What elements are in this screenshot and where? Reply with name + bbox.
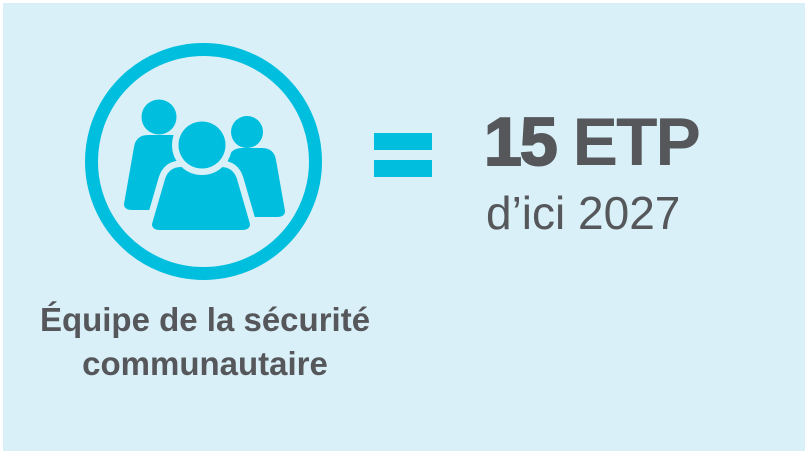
caption-line-1: Équipe de la sécurité xyxy=(39,301,371,338)
etp-count: 15 xyxy=(483,104,559,180)
person-front xyxy=(145,115,257,237)
equals-bottom-bar xyxy=(374,160,432,177)
icon-ring xyxy=(85,43,322,280)
equals-sign xyxy=(374,133,432,177)
equals-top-bar xyxy=(374,133,432,150)
team-group-icon xyxy=(85,43,322,280)
etp-value-line: 15 ETP xyxy=(483,107,701,177)
etp-unit: ETP xyxy=(572,104,701,180)
team-caption: Équipe de la sécurité communautaire xyxy=(5,298,405,386)
caption-line-2: communautaire xyxy=(82,345,328,382)
deadline-text: d’ici 2027 xyxy=(486,187,681,239)
